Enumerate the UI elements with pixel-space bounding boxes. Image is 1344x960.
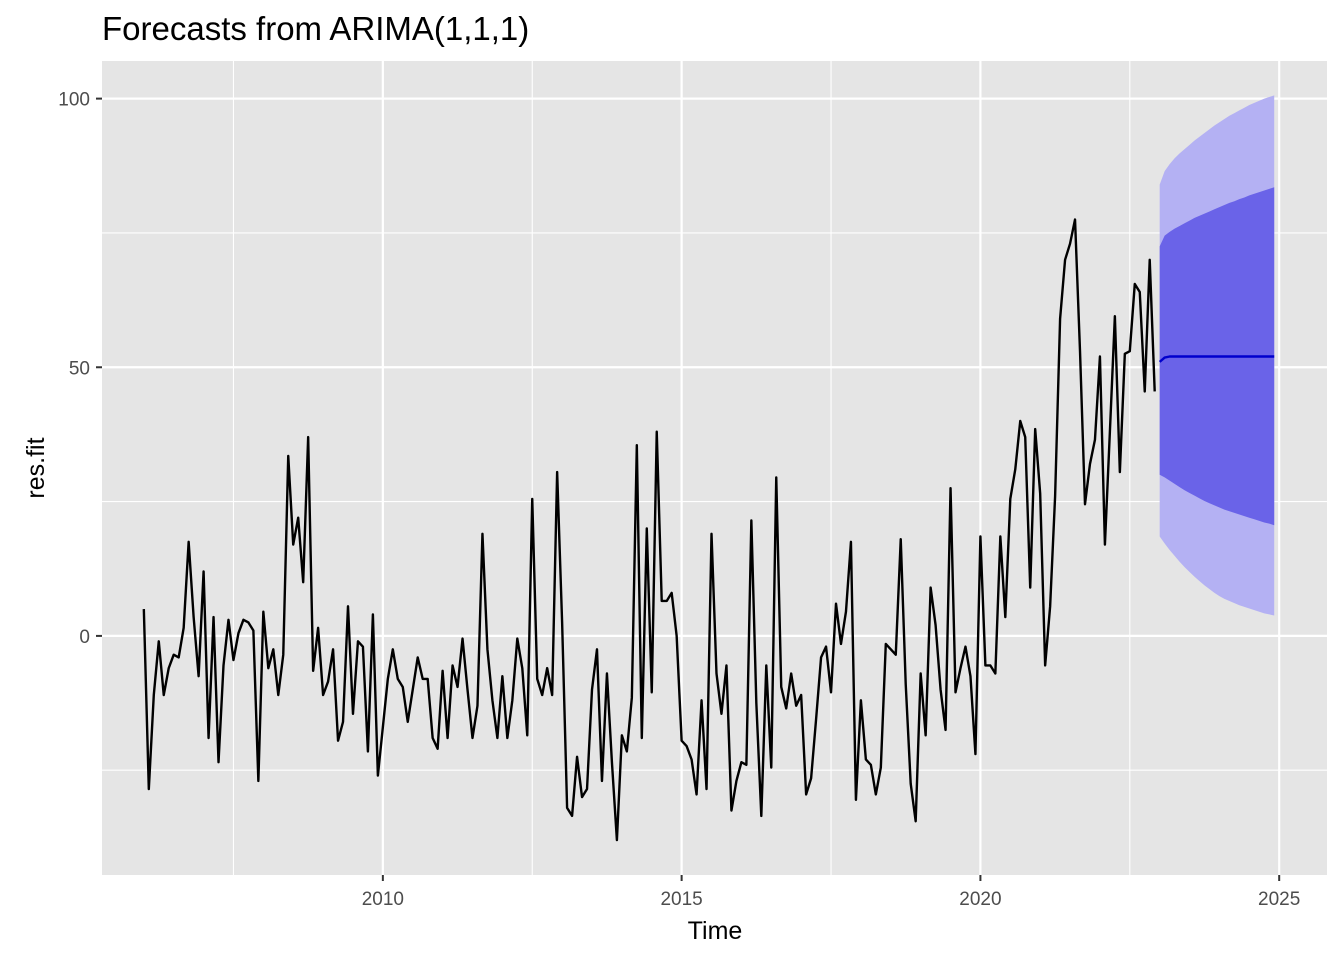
y-tick-label: 50 [69, 358, 90, 379]
x-tick-label: 2020 [959, 889, 1001, 910]
x-tick-label: 2015 [660, 889, 702, 910]
major-grid [102, 61, 1327, 875]
x-axis-title: Time [688, 917, 743, 945]
y-tick-label: 100 [58, 90, 90, 111]
forecast-mean-line [1158, 355, 1275, 363]
chart-title: Forecasts from ARIMA(1,1,1) [102, 10, 529, 47]
x-tick-label: 2010 [362, 889, 404, 910]
axes: 2010 2015 2020 2025 0 50 100 [58, 90, 1300, 910]
y-axis-title: res.fit [22, 437, 50, 498]
x-tick-label: 2025 [1258, 889, 1300, 910]
observed-series-line [142, 218, 1156, 842]
plot-panel [102, 61, 1327, 875]
series-lines [142, 218, 1275, 842]
y-tick-label: 0 [79, 627, 90, 648]
